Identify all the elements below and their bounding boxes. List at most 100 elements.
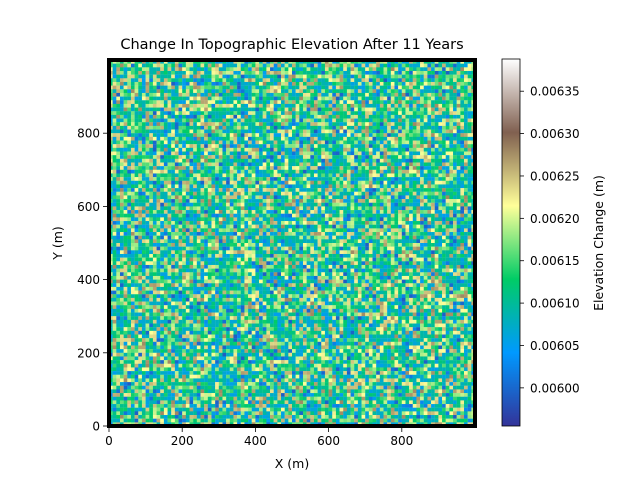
heatmap-cell	[141, 144, 146, 148]
heatmap-cell	[112, 144, 117, 148]
heatmap-cell	[123, 191, 128, 196]
heatmap-cell	[127, 151, 132, 156]
heatmap-cell	[390, 140, 395, 145]
heatmap-cell	[163, 111, 168, 116]
heatmap-cell	[368, 202, 373, 207]
heatmap-cell	[442, 221, 446, 225]
heatmap-cell	[218, 166, 223, 170]
heatmap-cell	[229, 232, 234, 236]
heatmap-cell	[211, 195, 216, 200]
heatmap-cell	[134, 162, 139, 167]
heatmap-cell	[215, 67, 219, 72]
heatmap-cell	[299, 81, 304, 86]
heatmap-cell	[317, 122, 322, 127]
heatmap-cell	[196, 107, 201, 112]
heatmap-cell	[310, 129, 315, 134]
heatmap-cell	[405, 199, 410, 203]
heatmap-cell	[229, 188, 234, 192]
heatmap-cell	[200, 136, 205, 141]
heatmap-cell	[281, 63, 285, 68]
heatmap-cell	[394, 122, 399, 127]
heatmap-cell	[266, 122, 271, 127]
heatmap-cell	[240, 74, 245, 79]
heatmap-cell	[145, 166, 150, 170]
heatmap-cell	[127, 70, 132, 75]
heatmap-cell	[394, 63, 399, 68]
heatmap-cell	[368, 155, 373, 159]
heatmap-cell	[288, 129, 293, 134]
heatmap-cell	[445, 133, 450, 138]
heatmap-cell	[328, 217, 333, 222]
heatmap-cell	[412, 122, 417, 127]
heatmap-cell	[255, 89, 260, 94]
heatmap-cell	[365, 129, 370, 134]
heatmap-cell	[237, 96, 241, 101]
heatmap-cell	[116, 114, 121, 119]
heatmap-cell	[196, 92, 201, 97]
heatmap-cell	[116, 70, 121, 75]
heatmap-cell	[244, 107, 249, 112]
heatmap-cell	[306, 144, 311, 148]
chart-title: Change In Topographic Elevation After 11…	[120, 37, 463, 53]
heatmap-cell	[211, 147, 216, 152]
heatmap-cell	[350, 166, 355, 170]
heatmap-cell	[398, 96, 402, 101]
heatmap-cell	[405, 144, 410, 148]
heatmap-cell	[310, 232, 315, 236]
heatmap-cell	[365, 202, 370, 207]
heatmap-cell	[167, 206, 172, 211]
heatmap-cell	[401, 213, 406, 218]
heatmap-cell	[438, 111, 443, 116]
heatmap-cell	[167, 221, 172, 225]
heatmap-cell	[211, 213, 216, 218]
heatmap-cell	[240, 67, 245, 72]
heatmap-cell	[196, 210, 201, 214]
heatmap-cell	[390, 162, 395, 167]
heatmap-cell	[372, 162, 377, 167]
heatmap-cell	[273, 129, 278, 134]
heatmap-cell	[361, 118, 366, 123]
heatmap-cell	[251, 184, 256, 189]
heatmap-cell	[383, 166, 388, 170]
heatmap-cell	[229, 213, 234, 218]
heatmap-cell	[270, 85, 274, 90]
heatmap-cell	[259, 155, 263, 159]
heatmap-cell	[449, 118, 454, 123]
heatmap-cell	[281, 177, 285, 181]
heatmap-cell	[321, 221, 326, 225]
heatmap-cell	[248, 173, 252, 178]
heatmap-cell	[456, 81, 461, 86]
heatmap-cell	[237, 166, 241, 170]
heatmap-cell	[383, 92, 388, 97]
heatmap-cell	[229, 184, 234, 189]
heatmap-cell	[141, 221, 146, 225]
heatmap-cell	[365, 199, 370, 203]
heatmap-cell	[464, 136, 468, 141]
heatmap-cell	[434, 239, 439, 244]
heatmap-cell	[145, 169, 150, 174]
heatmap-cell	[292, 202, 296, 207]
heatmap-cell	[431, 74, 435, 79]
heatmap-cell	[445, 213, 450, 218]
heatmap-cell	[119, 136, 124, 141]
heatmap-cell	[226, 140, 230, 145]
heatmap-cell	[302, 67, 307, 72]
heatmap-cell	[255, 239, 260, 244]
heatmap-cell	[130, 173, 135, 178]
heatmap-cell	[237, 155, 241, 159]
heatmap-cell	[145, 78, 150, 83]
heatmap-cell	[134, 122, 139, 127]
heatmap-cell	[398, 136, 402, 141]
heatmap-cell	[189, 92, 194, 97]
heatmap-cell	[427, 169, 432, 174]
heatmap-cell	[204, 151, 208, 156]
heatmap-cell	[273, 103, 278, 108]
heatmap-cell	[262, 228, 267, 233]
heatmap-cell	[152, 166, 157, 170]
heatmap-cell	[438, 235, 443, 240]
heatmap-cell	[295, 125, 300, 130]
heatmap-cell	[376, 202, 380, 207]
heatmap-cell	[193, 191, 197, 196]
heatmap-cell	[112, 221, 117, 225]
heatmap-cell	[123, 166, 128, 170]
